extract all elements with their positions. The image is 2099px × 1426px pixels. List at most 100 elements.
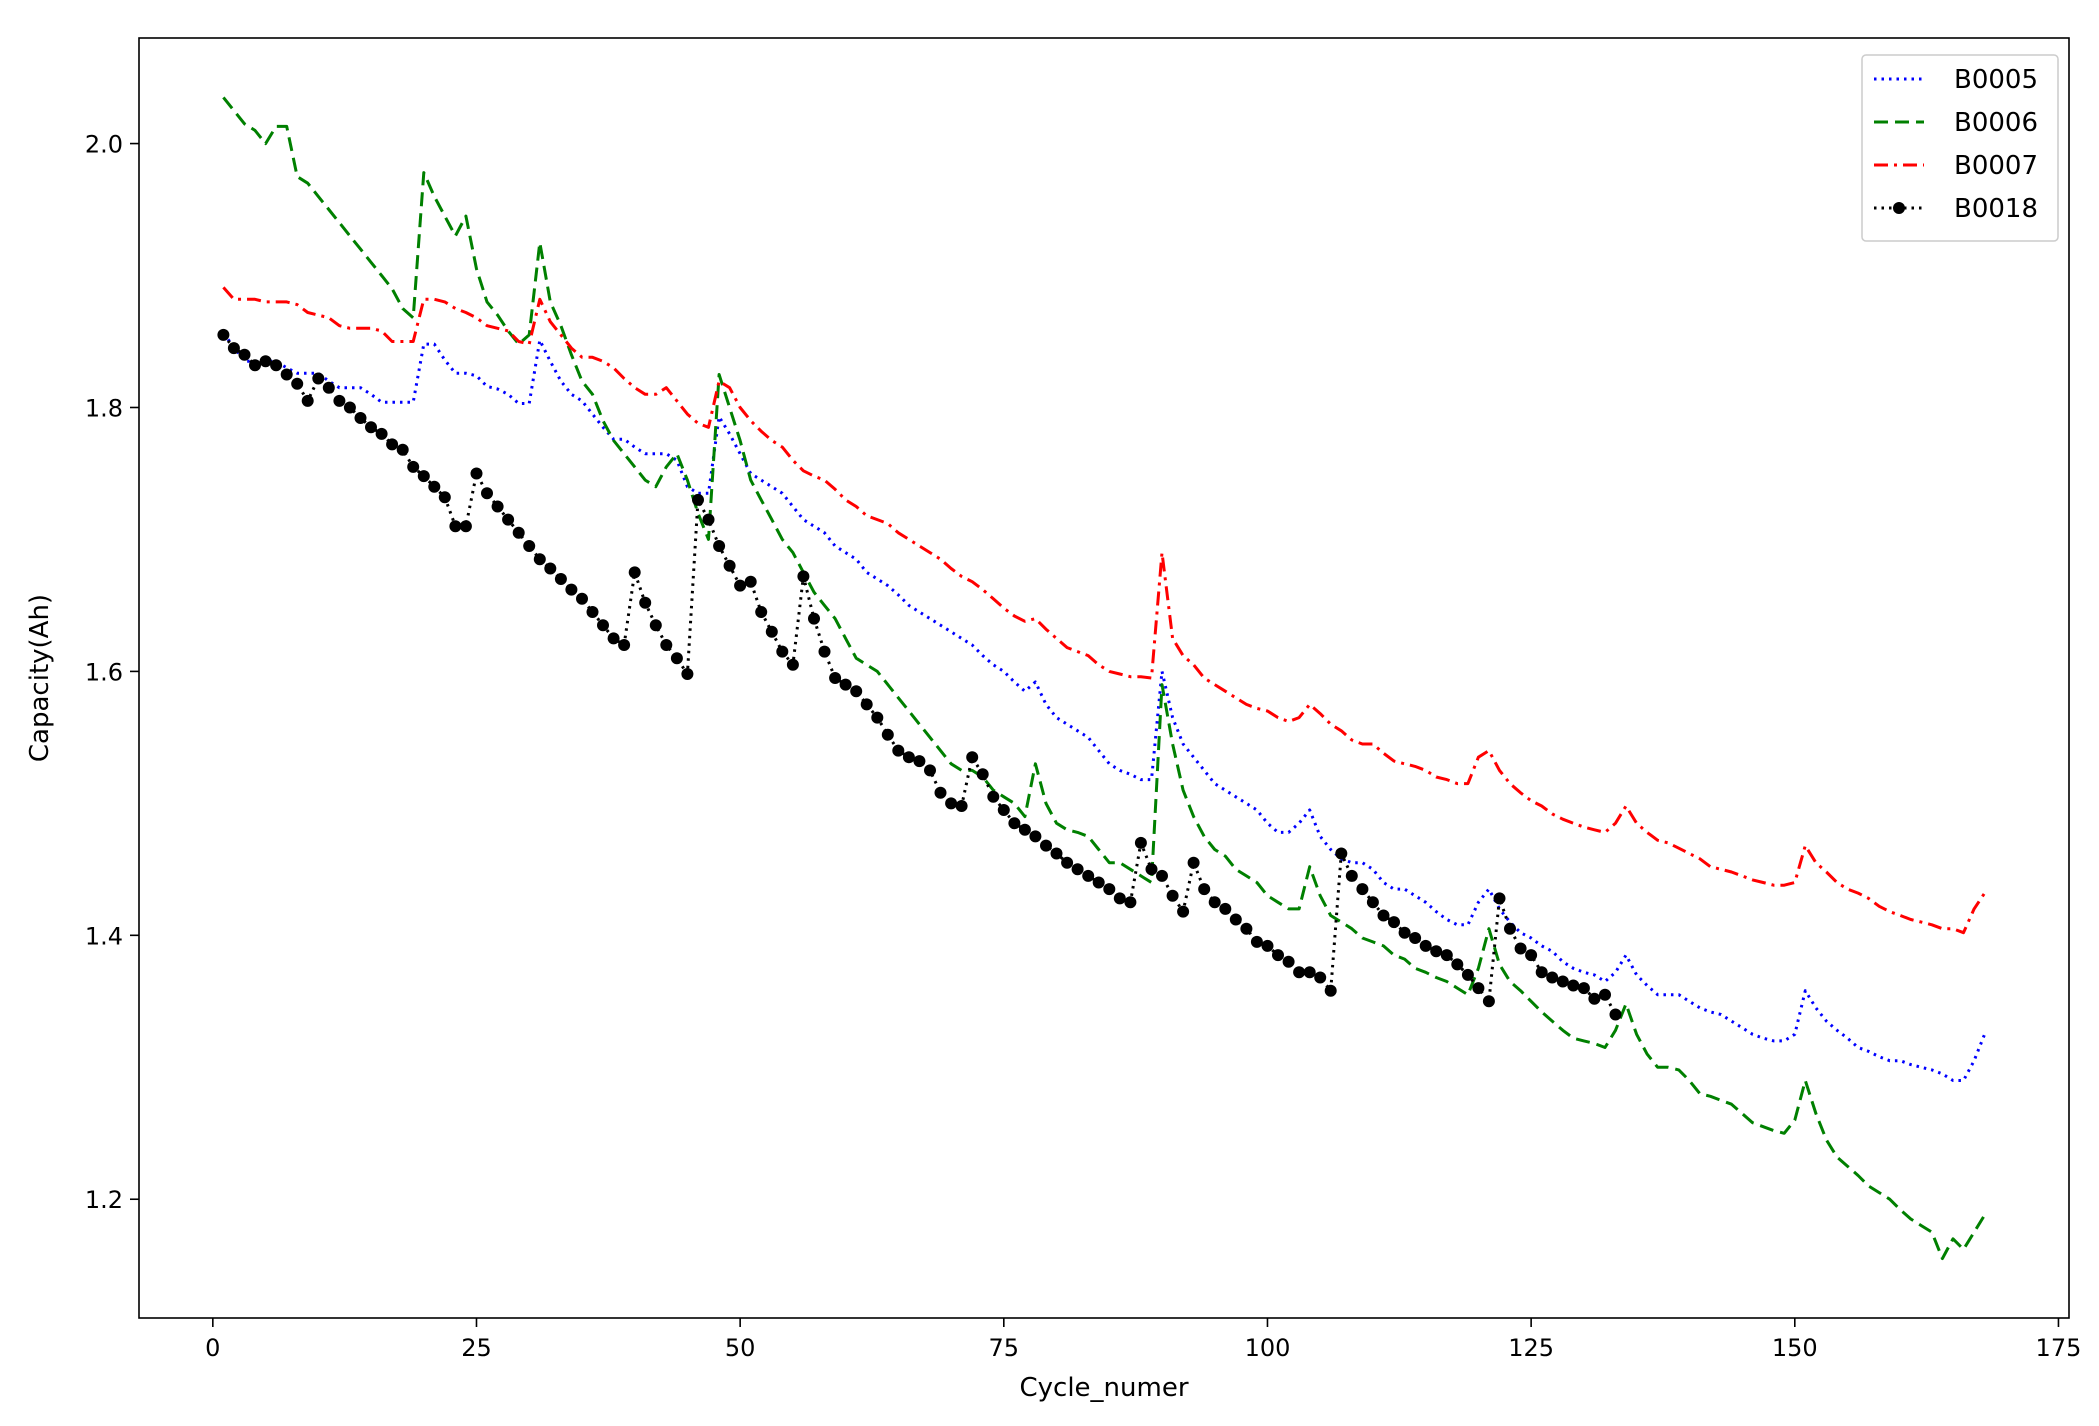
data-point-B0018-99 xyxy=(1250,935,1263,948)
data-point-B0018-131 xyxy=(1588,992,1601,1005)
data-point-B0018-108 xyxy=(1345,869,1358,882)
data-point-B0018-122 xyxy=(1493,892,1506,905)
data-point-B0018-84 xyxy=(1092,876,1105,889)
data-point-B0018-14 xyxy=(354,412,367,424)
data-point-B0018-111 xyxy=(1377,909,1390,922)
data-point-B0018-46 xyxy=(692,493,704,506)
data-point-B0018-54 xyxy=(776,645,789,658)
data-point-B0018-30 xyxy=(523,540,536,552)
data-point-B0018-52 xyxy=(755,606,768,618)
data-point-B0018-107 xyxy=(1335,847,1348,860)
data-point-B0018-28 xyxy=(502,513,515,526)
data-point-B0018-61 xyxy=(850,685,863,698)
data-point-B0018-71 xyxy=(955,800,968,812)
data-point-B0018-133 xyxy=(1609,1008,1622,1021)
data-point-B0018-86 xyxy=(1113,892,1126,905)
data-point-B0018-74 xyxy=(987,790,1000,803)
data-point-B0018-15 xyxy=(365,421,377,434)
data-point-B0018-78 xyxy=(1029,830,1042,843)
data-point-B0018-60 xyxy=(839,678,852,691)
y-tick-label: 2.0 xyxy=(85,131,123,159)
data-point-B0018-44 xyxy=(670,652,683,665)
data-point-B0018-82 xyxy=(1071,863,1084,876)
data-point-B0018-124 xyxy=(1514,942,1527,955)
data-point-B0018-72 xyxy=(966,751,979,764)
data-point-B0018-132 xyxy=(1599,988,1611,1001)
series-line-B0006 xyxy=(222,96,1986,1261)
series-B0007 xyxy=(222,286,1986,935)
x-tick-label: 150 xyxy=(1772,1334,1818,1362)
x-tick-label: 175 xyxy=(2036,1334,2082,1362)
x-axis: 0 25 50 75 100 125 150 175 xyxy=(205,1318,2081,1362)
data-point-B0018-43 xyxy=(660,639,673,651)
data-point-B0018-115 xyxy=(1419,939,1432,952)
data-point-B0018-26 xyxy=(481,487,493,500)
data-point-B0018-128 xyxy=(1556,975,1569,988)
data-point-B0018-90 xyxy=(1156,869,1168,882)
data-point-B0018-67 xyxy=(913,755,926,768)
data-point-B0018-31 xyxy=(533,553,546,566)
data-point-B0018-29 xyxy=(512,526,525,539)
data-point-B0018-32 xyxy=(544,562,557,575)
data-point-B0018-12 xyxy=(333,394,346,407)
data-point-B0018-58 xyxy=(818,645,831,658)
data-point-B0018-92 xyxy=(1177,905,1190,918)
data-point-B0018-20 xyxy=(417,470,430,483)
legend-box xyxy=(1861,54,2059,242)
x-tick-label: 75 xyxy=(989,1334,1020,1362)
series-B0006 xyxy=(222,96,1986,1261)
x-axis-label: Cycle_numer xyxy=(1019,1373,1188,1403)
data-point-B0018-64 xyxy=(881,728,894,741)
data-point-B0018-33 xyxy=(554,573,567,585)
legend: B0005 B0006 B0007 B0018 xyxy=(1861,54,2059,242)
legend-marker-B0018 xyxy=(1893,202,1905,214)
data-point-B0018-76 xyxy=(1008,817,1021,830)
x-tick-label: 25 xyxy=(461,1334,492,1362)
data-point-B0018-50 xyxy=(734,579,747,592)
legend-label-B0006: B0006 xyxy=(1954,108,2038,138)
data-point-B0018-13 xyxy=(343,401,356,414)
data-point-B0018-125 xyxy=(1525,949,1538,962)
data-point-B0018-49 xyxy=(723,559,736,572)
data-point-B0018-127 xyxy=(1546,971,1559,984)
data-point-B0018-116 xyxy=(1430,945,1443,958)
y-axis: 1.2 1.4 1.6 1.8 2.0 xyxy=(85,131,139,1214)
y-tick-label: 1.2 xyxy=(85,1186,123,1214)
data-point-B0018-42 xyxy=(649,619,662,632)
data-point-B0018-16 xyxy=(375,427,388,440)
plot-area-frame xyxy=(138,37,2070,1319)
data-point-B0018-96 xyxy=(1219,902,1232,915)
series-line-B0005 xyxy=(222,332,1986,1082)
data-point-B0018-110 xyxy=(1366,896,1379,909)
data-point-B0018-101 xyxy=(1272,949,1284,962)
data-point-B0018-7 xyxy=(280,368,293,381)
x-tick-label: 50 xyxy=(725,1334,756,1362)
data-point-B0018-19 xyxy=(407,460,420,473)
data-point-B0018-89 xyxy=(1145,863,1158,876)
data-point-B0018-27 xyxy=(491,500,504,513)
data-point-B0018-112 xyxy=(1388,916,1400,929)
data-point-B0018-65 xyxy=(892,744,905,757)
data-point-B0018-51 xyxy=(744,575,757,588)
data-point-B0018-94 xyxy=(1198,883,1211,896)
data-point-B0018-105 xyxy=(1314,971,1327,984)
data-point-B0018-83 xyxy=(1082,869,1095,882)
data-point-B0018-79 xyxy=(1040,839,1052,852)
y-tick-label: 1.4 xyxy=(85,922,123,950)
data-point-B0018-36 xyxy=(586,606,599,618)
data-point-B0018-11 xyxy=(322,381,335,394)
data-point-B0018-95 xyxy=(1208,896,1221,909)
data-point-B0018-106 xyxy=(1324,984,1337,997)
y-axis-label: Capacity(Ah) xyxy=(25,594,55,762)
data-point-B0018-114 xyxy=(1409,932,1422,944)
data-point-B0018-117 xyxy=(1440,949,1453,962)
data-point-B0018-48 xyxy=(713,540,726,552)
data-point-B0018-93 xyxy=(1187,856,1200,869)
data-point-B0018-91 xyxy=(1166,889,1179,902)
x-tick-label: 0 xyxy=(205,1334,220,1362)
data-point-B0018-10 xyxy=(312,372,325,385)
data-point-B0018-45 xyxy=(681,668,694,680)
x-tick-label: 100 xyxy=(1245,1334,1291,1362)
data-point-B0018-23 xyxy=(449,520,462,533)
